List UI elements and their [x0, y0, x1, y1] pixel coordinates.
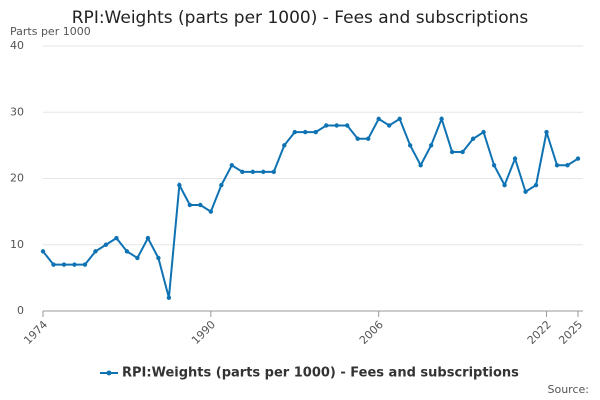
point: [240, 169, 245, 175]
point: [575, 156, 581, 161]
point: [460, 149, 465, 155]
point: [145, 235, 151, 241]
line: [42, 115, 579, 299]
point: [376, 116, 381, 122]
point: [449, 149, 455, 155]
point: [177, 182, 182, 188]
y-tick-label: 40: [10, 39, 24, 52]
point: [93, 249, 98, 254]
point: [282, 143, 287, 148]
x-tick-label: 2025: [556, 318, 585, 347]
y-tick-label: 20: [10, 172, 24, 185]
point: [502, 182, 507, 188]
point: [345, 123, 350, 128]
point: [565, 163, 570, 168]
point: [470, 136, 476, 141]
point: [166, 295, 172, 300]
point: [397, 116, 402, 122]
point: [124, 249, 130, 254]
point: [491, 163, 497, 168]
y-tick-label: 0: [17, 304, 24, 317]
point: [418, 163, 423, 168]
point: [428, 143, 434, 148]
point: [40, 249, 46, 254]
point: [261, 169, 266, 175]
point: [82, 262, 88, 267]
chart-title: RPI:Weights (parts per 1000) - Fees and …: [72, 8, 529, 28]
point: [313, 129, 318, 135]
point: [114, 235, 119, 241]
point: [481, 129, 486, 135]
point: [324, 123, 329, 128]
point: [334, 123, 339, 128]
point: [51, 262, 56, 267]
legend-label: RPI:Weights (parts per 1000) - Fees and …: [122, 366, 519, 381]
point: [250, 169, 256, 175]
point: [439, 116, 444, 122]
point: [187, 202, 193, 208]
point: [544, 129, 549, 135]
point: [554, 163, 560, 168]
point: [386, 123, 392, 128]
point: [355, 136, 360, 141]
point: [512, 156, 518, 161]
point: [198, 202, 203, 208]
point: [61, 262, 67, 267]
point: [407, 143, 413, 148]
point: [156, 255, 161, 261]
x-tick-label: 1974: [21, 318, 50, 347]
x-tick-label: 1990: [189, 318, 218, 347]
x-tick-label: 2006: [357, 318, 386, 347]
point: [135, 255, 140, 261]
point: [72, 262, 77, 267]
y-axis-label: Parts per 1000: [10, 25, 91, 38]
point: [523, 189, 528, 194]
point: [303, 129, 308, 135]
point: [365, 136, 371, 141]
point: [292, 129, 297, 135]
point: [103, 242, 109, 247]
point: [229, 163, 235, 168]
point: [219, 182, 224, 188]
x-tick-label: 2022: [525, 318, 554, 347]
point: [533, 182, 539, 188]
point: [271, 169, 276, 175]
y-tick-label: 30: [10, 105, 24, 118]
y-tick-label: 10: [10, 238, 24, 251]
legend-marker: [106, 370, 112, 376]
point: [208, 209, 214, 214]
source: Source:: [548, 383, 590, 396]
